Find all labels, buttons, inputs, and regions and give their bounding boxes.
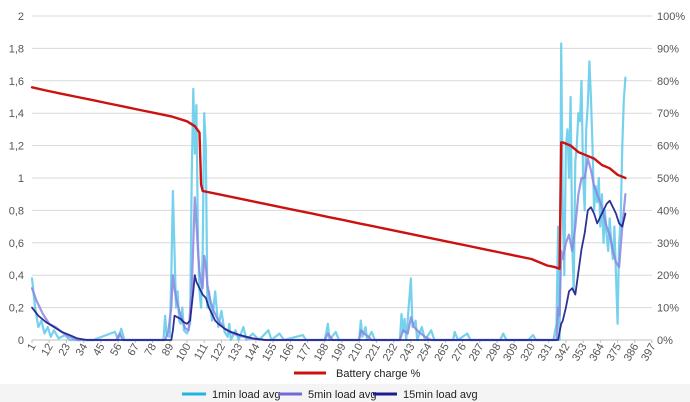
y2-tick-label: 90% [657, 43, 679, 55]
y2-tick-label: 20% [657, 270, 679, 282]
x-tick-label: 45 [91, 342, 108, 359]
y2-tick-label: 40% [657, 205, 679, 217]
x-tick-label: 12 [39, 342, 56, 359]
y-tick-label: 0,6 [9, 238, 24, 250]
legend-label-15min: 15min load avg [403, 389, 478, 401]
x-tick-label: 67 [125, 342, 142, 359]
y2-tick-label: 50% [657, 173, 679, 185]
y-tick-label: 1,2 [9, 141, 24, 153]
x-tick-label: 56 [108, 342, 125, 359]
y-tick-label: 0 [18, 335, 24, 347]
x-tick-label: 34 [74, 342, 91, 359]
series-line-battery [30, 86, 627, 270]
y2-tick-label: 30% [657, 238, 679, 250]
y-tick-label: 0,2 [9, 303, 24, 315]
y-tick-label: 0,8 [9, 205, 24, 217]
x-tick-label: 23 [57, 342, 74, 359]
legend-label-battery: Battery charge % [336, 368, 421, 380]
y2-tick-label: 70% [657, 108, 679, 120]
legend-label-5min: 5min load avg [308, 389, 377, 401]
y2-tick-label: 10% [657, 303, 679, 315]
y2-tick-label: 80% [657, 76, 679, 88]
legend-label-1min: 1min load avg [212, 389, 281, 401]
y-tick-label: 1,6 [9, 76, 24, 88]
series-line-15min [31, 199, 627, 341]
x-tick-label: 89 [160, 342, 177, 359]
gridlines [32, 15, 652, 341]
y2-tick-label: 60% [657, 141, 679, 153]
y-tick-label: 2 [18, 11, 24, 23]
y-tick-label: 0,4 [9, 270, 24, 282]
series-lines [30, 42, 627, 342]
y2-tick-label: 100% [657, 11, 685, 23]
legend: Battery charge % 1min load avg 5min load a… [0, 368, 690, 402]
y-tick-label: 1,8 [9, 43, 24, 55]
x-tick-label: 1 [25, 342, 38, 353]
y-tick-label: 1,4 [9, 108, 24, 120]
x-tick-label: 78 [143, 342, 160, 359]
y2-tick-label: 0% [657, 335, 673, 347]
y-tick-label: 1 [18, 173, 24, 185]
legend-band [0, 384, 690, 402]
